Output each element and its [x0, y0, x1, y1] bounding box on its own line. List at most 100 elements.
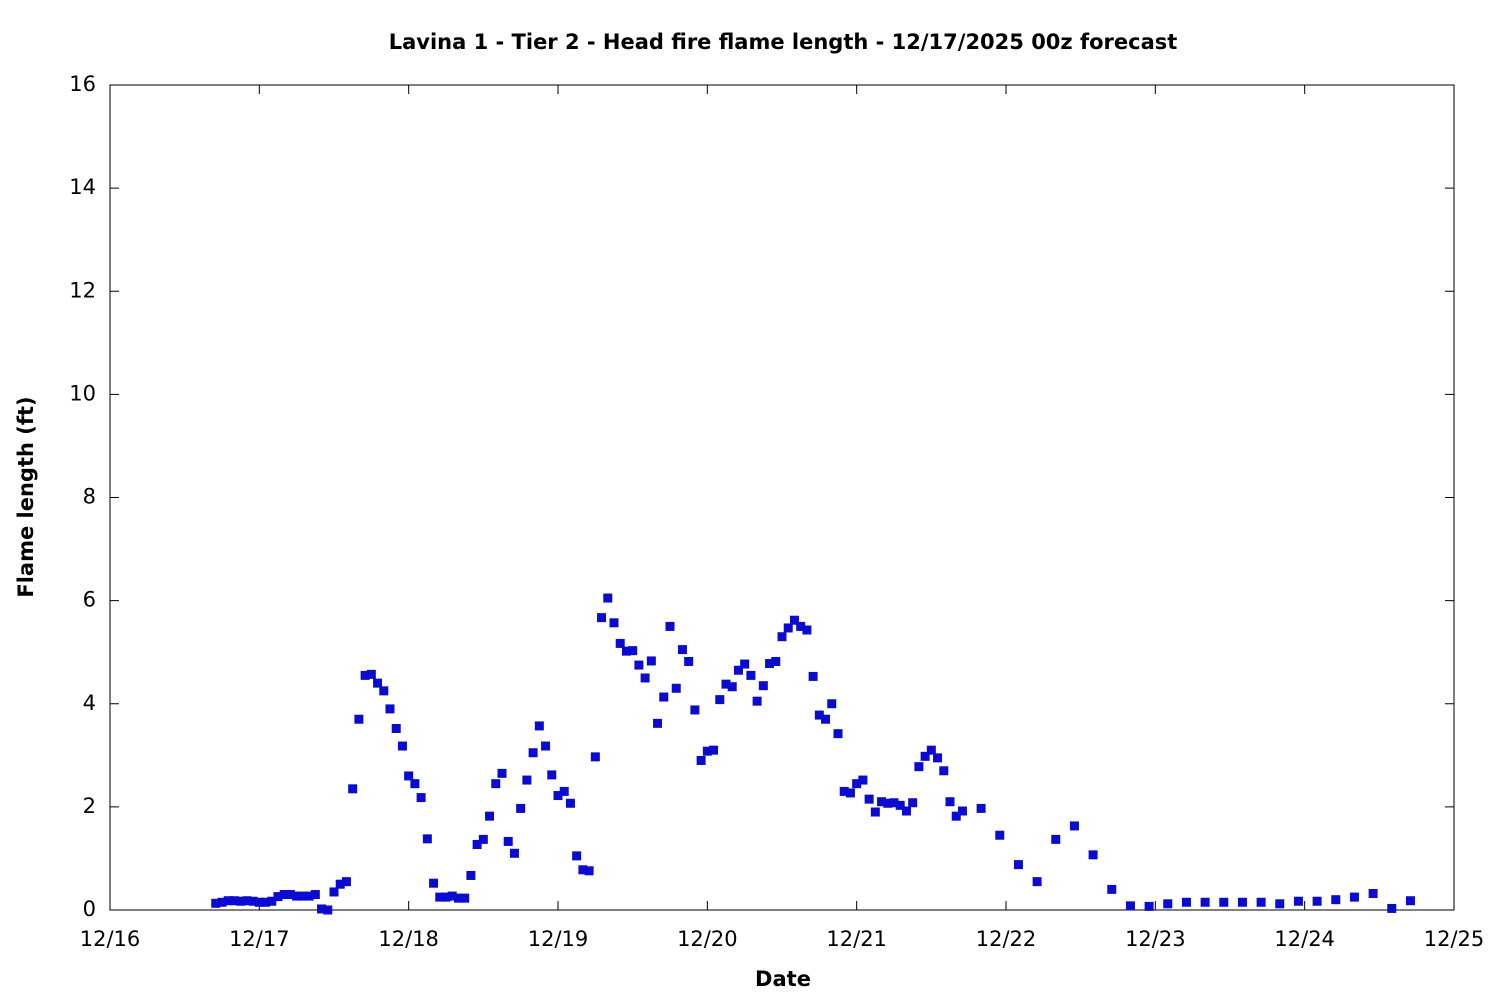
point: [497, 768, 507, 778]
point: [883, 798, 893, 808]
point: [684, 656, 694, 666]
point: [597, 613, 607, 623]
point: [870, 807, 880, 817]
x-tick-label: 12/16: [80, 927, 141, 951]
x-tick-label: 12/24: [1274, 927, 1335, 951]
y-tick-label: 0: [83, 897, 96, 921]
point: [752, 696, 762, 706]
point: [771, 656, 781, 666]
point: [298, 891, 308, 901]
point: [509, 848, 519, 858]
point: [1405, 896, 1415, 906]
point: [522, 775, 532, 785]
point: [1069, 821, 1079, 831]
y-tick-label: 6: [83, 588, 96, 612]
point: [1387, 903, 1397, 913]
point: [335, 879, 345, 889]
point: [1032, 877, 1042, 887]
point: [416, 793, 426, 803]
point: [1163, 899, 1173, 909]
chart-title: Lavina 1 - Tier 2 - Head fire flame leng…: [389, 30, 1178, 54]
point: [727, 682, 737, 692]
point: [783, 623, 793, 633]
point: [261, 897, 271, 907]
y-tick-label: 16: [69, 72, 96, 96]
point: [373, 678, 383, 688]
point: [845, 788, 855, 798]
point: [1181, 897, 1191, 907]
point: [821, 714, 831, 724]
point: [360, 670, 370, 680]
point: [908, 798, 918, 808]
point: [503, 836, 513, 846]
point: [248, 896, 258, 906]
point: [653, 718, 663, 728]
point: [628, 646, 638, 656]
point: [957, 806, 967, 816]
point: [429, 878, 439, 888]
point: [223, 896, 233, 906]
point: [677, 645, 687, 655]
point: [933, 753, 943, 763]
point: [696, 755, 706, 765]
point: [740, 659, 750, 669]
point: [1200, 897, 1210, 907]
point: [491, 779, 501, 789]
point: [951, 811, 961, 821]
point: [534, 721, 544, 731]
y-tick-label: 4: [83, 691, 96, 715]
point: [945, 797, 955, 807]
point: [1107, 884, 1117, 894]
point: [317, 904, 327, 914]
point: [310, 890, 320, 900]
y-tick-label: 2: [83, 794, 96, 818]
point: [877, 797, 887, 807]
point: [615, 638, 625, 648]
point: [889, 798, 899, 808]
x-tick-label: 12/19: [528, 927, 589, 951]
point: [802, 625, 812, 635]
point: [279, 890, 289, 900]
point: [920, 751, 930, 761]
point: [926, 745, 936, 755]
x-tick-label: 12/21: [826, 927, 887, 951]
point: [435, 892, 445, 902]
point: [1293, 896, 1303, 906]
point: [242, 896, 252, 906]
point: [410, 779, 420, 789]
point: [391, 724, 401, 733]
x-tick-label: 12/17: [229, 927, 290, 951]
point: [1013, 860, 1023, 870]
y-tick-label: 10: [69, 381, 96, 405]
point: [323, 905, 333, 915]
point: [827, 699, 837, 709]
point: [1368, 889, 1378, 898]
x-tick-label: 12/23: [1125, 927, 1186, 951]
point: [466, 870, 476, 880]
point: [814, 710, 824, 720]
point: [758, 681, 768, 691]
point: [267, 896, 277, 906]
y-tick-label: 12: [69, 278, 96, 302]
point: [1144, 901, 1154, 911]
point: [236, 896, 246, 906]
point: [603, 593, 613, 603]
x-tick-label: 12/18: [378, 927, 439, 951]
point: [852, 779, 862, 789]
point: [541, 741, 551, 751]
point: [553, 791, 563, 801]
x-tick-label: 12/22: [976, 927, 1037, 951]
point: [1088, 850, 1098, 860]
point: [547, 770, 557, 780]
point: [572, 851, 582, 861]
point: [565, 798, 575, 808]
point: [1051, 834, 1061, 844]
point: [273, 892, 283, 902]
point: [472, 840, 482, 850]
point: [1237, 897, 1247, 907]
point: [1275, 899, 1285, 909]
point: [211, 898, 221, 908]
point: [690, 705, 700, 715]
point: [858, 775, 868, 785]
